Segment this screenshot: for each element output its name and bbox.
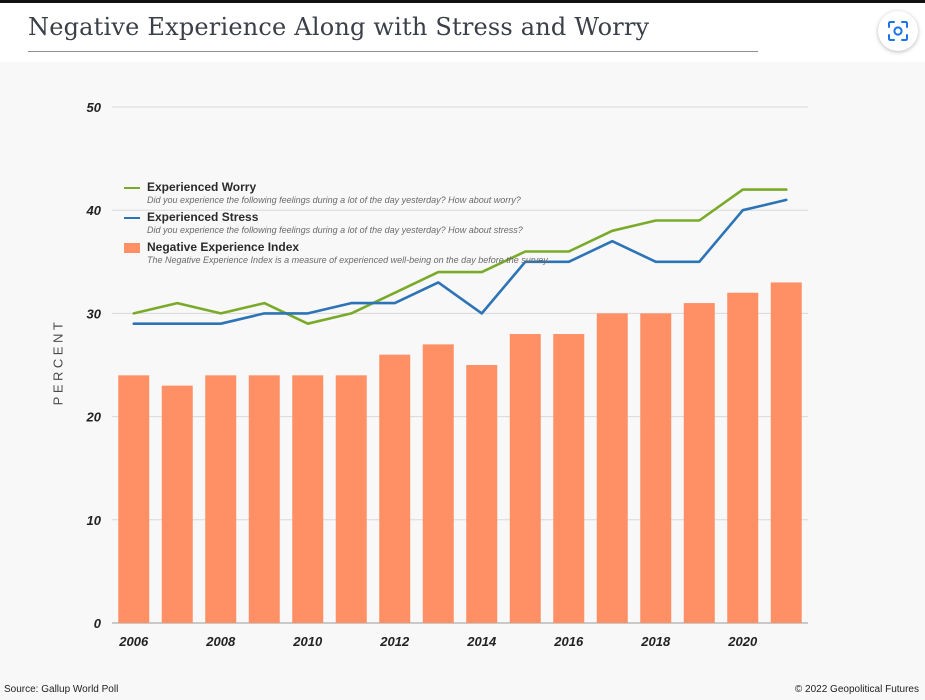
x-tick-label: 2008 bbox=[205, 634, 236, 649]
top-border bbox=[0, 0, 925, 3]
legend-desc-worry: Did you experience the following feeling… bbox=[147, 195, 521, 205]
source-note: Source: Gallup World Poll bbox=[4, 684, 119, 695]
legend-desc-index: The Negative Experience Index is a measu… bbox=[147, 255, 550, 265]
legend-item-stress: Experienced Stress Did you experience th… bbox=[124, 210, 684, 240]
bar-2015 bbox=[509, 334, 541, 623]
legend-label-index: Negative Experience Index bbox=[147, 240, 300, 254]
bar-2013 bbox=[422, 344, 454, 623]
bar-2010 bbox=[292, 375, 324, 623]
legend-item-worry: Experienced Worry Did you experience the… bbox=[124, 180, 684, 210]
x-tick-label: 2014 bbox=[466, 634, 497, 649]
bar-2017 bbox=[596, 313, 628, 623]
x-tick-label: 2006 bbox=[118, 634, 149, 649]
bar-2019 bbox=[683, 303, 715, 623]
bar-2006 bbox=[118, 375, 150, 623]
y-tick-label: 30 bbox=[87, 306, 102, 321]
chart-figure: 0 10 20 30 40 50 2006 2008 2010 2012 2014 2016 2018 2… bbox=[0, 62, 925, 700]
legend-swatch-stress bbox=[124, 217, 140, 219]
bar-2008 bbox=[205, 375, 237, 623]
y-tick-label: 10 bbox=[87, 513, 102, 528]
bar-2021 bbox=[770, 282, 802, 623]
chart-legend: Experienced Worry Did you experience the… bbox=[124, 180, 684, 270]
x-tick-label: 2018 bbox=[640, 634, 671, 649]
bar-2018 bbox=[640, 313, 672, 623]
bar-2016 bbox=[553, 334, 585, 623]
y-tick-label: 40 bbox=[86, 203, 102, 218]
y-axis-label: PERCENT bbox=[50, 318, 66, 406]
bar-2007 bbox=[161, 385, 193, 623]
line-experienced-stress bbox=[132, 198, 788, 326]
x-tick-label: 2016 bbox=[553, 634, 584, 649]
legend-desc-stress: Did you experience the following feeling… bbox=[147, 225, 523, 235]
bar-2012 bbox=[379, 354, 411, 623]
legend-swatch-index bbox=[124, 243, 140, 253]
y-tick-label: 20 bbox=[86, 410, 102, 425]
bar-2020 bbox=[727, 292, 759, 623]
x-tick-label: 2010 bbox=[292, 634, 323, 649]
x-tick-label: 2012 bbox=[379, 634, 410, 649]
title-divider bbox=[28, 51, 758, 52]
legend-item-index: Negative Experience Index The Negative E… bbox=[124, 240, 684, 270]
y-tick-label: 50 bbox=[87, 100, 102, 115]
bar-2011 bbox=[335, 375, 367, 623]
google-lens-button[interactable] bbox=[878, 11, 918, 51]
x-tick-label: 2020 bbox=[727, 634, 758, 649]
bar-2014 bbox=[466, 365, 498, 623]
bar-2009 bbox=[248, 375, 280, 623]
page-title: Negative Experience Along with Stress an… bbox=[28, 13, 650, 41]
legend-swatch-worry bbox=[124, 187, 140, 189]
legend-label-stress: Experienced Stress bbox=[147, 210, 259, 224]
legend-label-worry: Experienced Worry bbox=[147, 180, 257, 194]
copyright-note: © 2022 Geopolitical Futures bbox=[794, 684, 919, 695]
y-tick-label: 0 bbox=[94, 616, 102, 631]
chart-svg: 0 10 20 30 40 50 2006 2008 2010 2012 2014 2016 2018 2… bbox=[86, 100, 808, 649]
google-lens-icon bbox=[888, 21, 908, 41]
line-experienced-worry bbox=[132, 188, 788, 326]
